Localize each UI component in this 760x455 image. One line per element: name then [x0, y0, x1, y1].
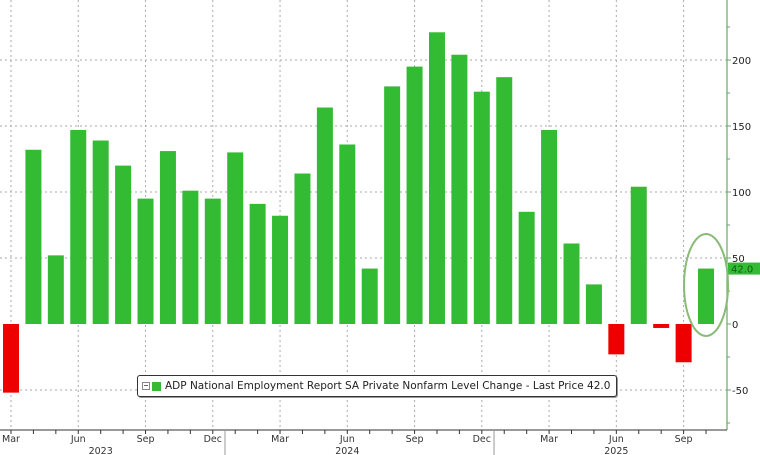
bar-jul-2023	[92, 140, 109, 324]
legend-swatch	[152, 381, 161, 391]
x-axis: Mar Jun Sep Dec Mar Jun Sep Dec Mar Jun Sep 2023 202…	[0, 429, 727, 455]
bar-jul-2025	[630, 186, 647, 324]
bar-oct-2023	[159, 151, 176, 324]
x-tick-label: Dec	[204, 434, 222, 445]
bar-sep-2024	[406, 66, 423, 324]
bar-aug-2024	[384, 86, 401, 325]
bar-jan-2025	[496, 77, 513, 324]
last-price-label: 42.0	[731, 265, 753, 276]
grid-lines	[0, 0, 727, 430]
highlight-circle	[683, 233, 730, 337]
x-tick-label: Mar	[271, 434, 289, 445]
bar-jan-2024	[227, 152, 244, 324]
y-tick-label: 200	[732, 56, 751, 67]
bar-may-2025	[585, 284, 602, 324]
bar-sep-2025	[675, 324, 692, 363]
bar-mar-2024	[272, 215, 289, 324]
x-tick-label: Jun	[608, 434, 624, 445]
x-tick-label: Mar	[540, 434, 558, 445]
y-tick-label: 100	[732, 188, 751, 199]
bar-jun-2024	[339, 144, 356, 324]
bar-jun-2023	[70, 129, 87, 324]
y-tick-label: -50	[732, 386, 748, 397]
x-tick-label: Sep	[675, 434, 693, 445]
bar-aug-2025	[653, 324, 670, 328]
bar-dec-2023	[204, 198, 221, 324]
legend: ADP National Employment Report SA Privat…	[137, 375, 618, 397]
x-year-label: 2023	[89, 446, 113, 455]
bar-sep-2023	[137, 198, 154, 324]
bar-aug-2023	[115, 165, 132, 324]
y-tick-label: 150	[732, 122, 751, 133]
bar-mar-2023	[3, 324, 19, 393]
bar-apr-2025	[563, 243, 580, 324]
right-y-axis: -50 0 50 100 150 200 42.0	[726, 0, 760, 430]
x-tick-label: Jun	[70, 434, 86, 445]
x-tick-label: Dec	[473, 434, 491, 445]
x-tick-label: Mar	[2, 434, 20, 445]
y-tick-label: 50	[732, 254, 745, 265]
expand-icon[interactable]	[142, 382, 150, 390]
bar-apr-2024	[294, 173, 311, 324]
bar-oct-2024	[428, 32, 445, 324]
bar-may-2023	[47, 255, 64, 324]
bars	[3, 32, 715, 393]
bar-nov-2023	[182, 190, 199, 324]
bar-oct-2025	[698, 268, 715, 324]
bar-apr-2023	[25, 149, 42, 324]
x-tick-label: Jun	[339, 434, 355, 445]
bar-feb-2024	[249, 203, 266, 324]
bar-feb-2025	[518, 211, 535, 324]
bar-jul-2024	[361, 268, 378, 324]
bar-mar-2025	[541, 129, 558, 324]
x-tick-label: Sep	[137, 434, 155, 445]
legend-label: ADP National Employment Report SA Privat…	[165, 380, 611, 392]
bar-dec-2024	[473, 91, 490, 325]
bar-may-2024	[316, 107, 333, 325]
bar-nov-2024	[451, 54, 468, 324]
y-tick-label: 0	[732, 320, 738, 331]
bar-jun-2025	[608, 324, 625, 355]
x-year-label: 2024	[335, 446, 359, 455]
x-year-label: 2025	[604, 446, 628, 455]
x-tick-label: Sep	[406, 434, 424, 445]
